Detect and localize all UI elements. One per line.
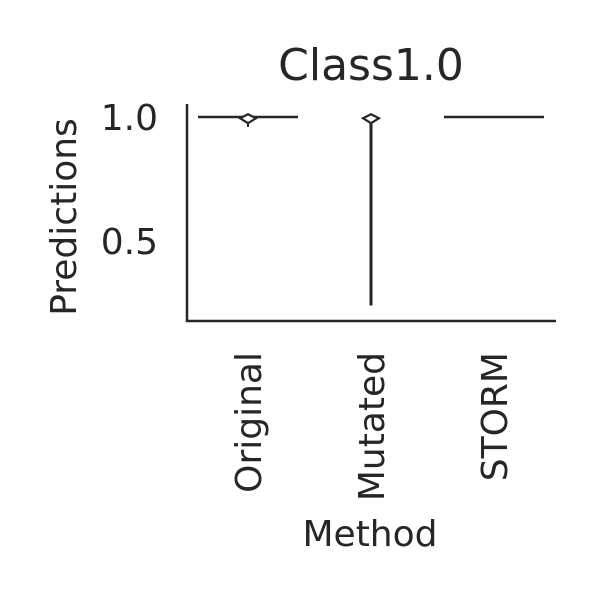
x-tick-label: Mutated xyxy=(352,352,393,501)
violins xyxy=(198,113,544,306)
x-axis-label: Method xyxy=(302,514,437,555)
violin-original xyxy=(198,113,298,127)
x-tick-label: Original xyxy=(229,352,270,493)
y-tick-label: 1.0 xyxy=(101,98,158,139)
x-tick-labels: Original Mutated STORM xyxy=(229,352,516,501)
chart-title: Class1.0 xyxy=(278,40,464,91)
violin-median-marker xyxy=(360,113,382,125)
y-tick-label: 0.5 xyxy=(101,222,158,263)
violin-mutated xyxy=(360,113,382,306)
y-tick-labels: 1.0 0.5 xyxy=(101,98,158,263)
y-axis-label: Predictions xyxy=(44,118,85,316)
violin-median-marker xyxy=(237,113,259,125)
x-tick-label: STORM xyxy=(475,352,516,481)
